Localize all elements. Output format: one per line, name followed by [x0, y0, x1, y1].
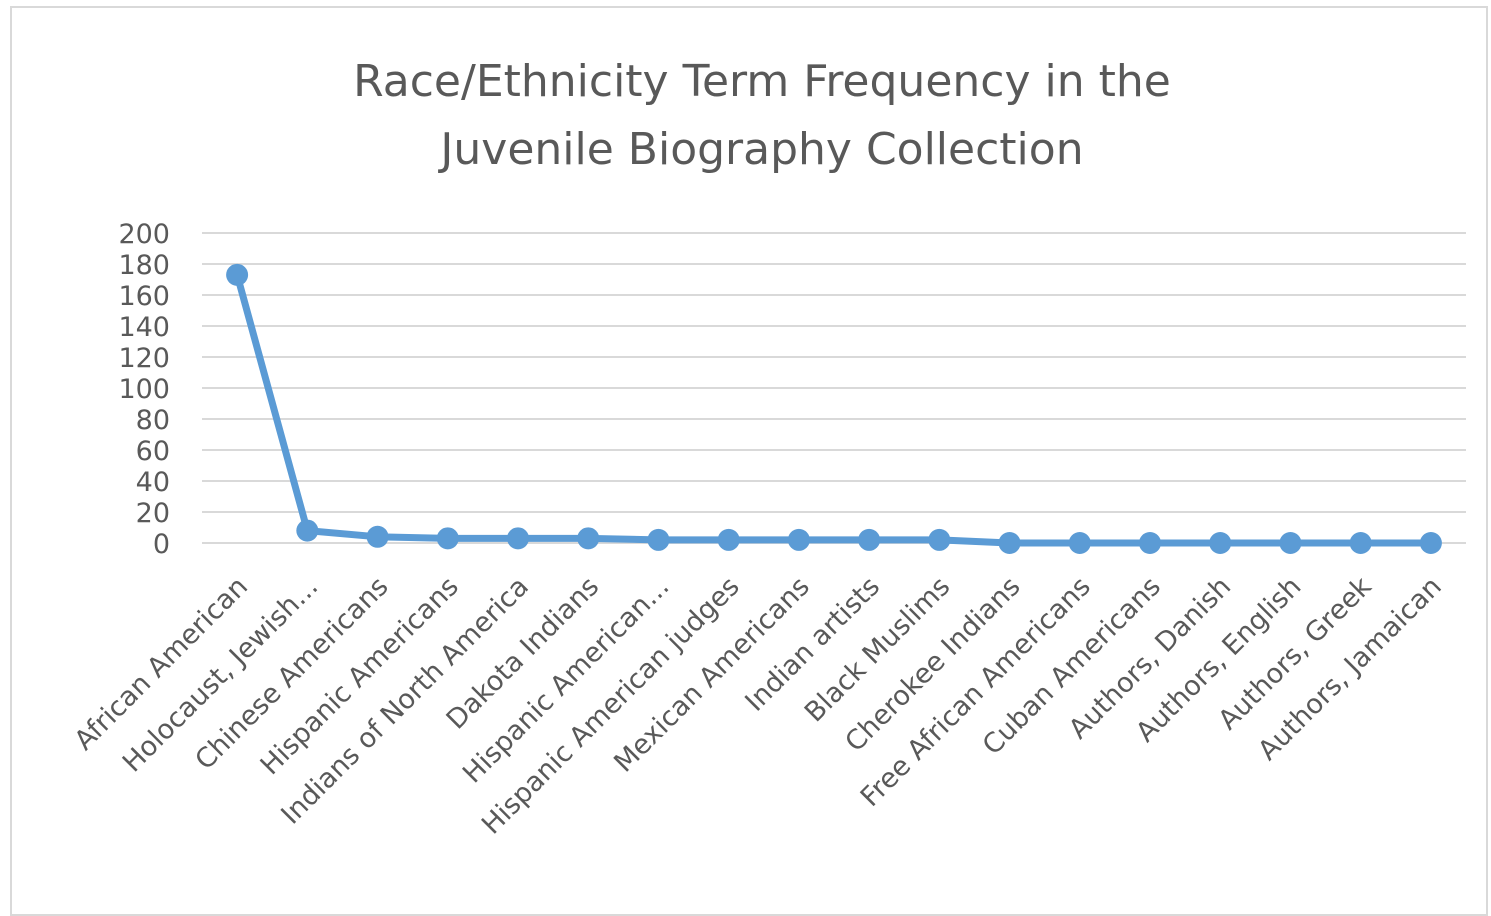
gridlines: [202, 232, 1466, 544]
series-polyline: [233, 271, 1435, 547]
y-tick-label: 0: [153, 529, 170, 560]
series-line: [233, 271, 1435, 547]
data-point: [787, 528, 810, 551]
y-tick-label: 20: [136, 498, 170, 529]
data-point: [1068, 532, 1091, 554]
data-point: [296, 519, 319, 542]
data-point: [1279, 532, 1302, 554]
data-point: [507, 527, 529, 550]
y-tick-label: 80: [136, 405, 170, 436]
y-tick-label: 140: [118, 312, 170, 343]
data-point: [436, 527, 459, 550]
chart-frame: [10, 6, 1488, 916]
data-point: [647, 528, 670, 551]
data-point: [1349, 532, 1372, 554]
data-point: [1139, 532, 1161, 554]
data-point: [226, 263, 249, 286]
data-point: [577, 527, 600, 550]
data-point: [717, 528, 740, 551]
y-tick-label: 60: [136, 436, 170, 467]
y-tick-label: 160: [118, 281, 170, 312]
data-point: [928, 528, 951, 551]
data-point: [858, 528, 881, 551]
data-point: [366, 525, 389, 548]
series-points: [226, 263, 1442, 554]
data-point: [1209, 532, 1232, 554]
y-tick-label: 40: [136, 467, 170, 498]
y-tick-label: 100: [118, 374, 170, 405]
data-point: [998, 532, 1021, 554]
data-point: [1419, 532, 1442, 554]
chart-title-line-1: Race/Ethnicity Term Frequency in the: [353, 56, 1171, 107]
y-tick-label: 200: [118, 219, 170, 250]
y-tick-label: 180: [118, 250, 170, 281]
chart-title: Race/Ethnicity Term Frequency in the Juv…: [353, 56, 1171, 175]
y-tick-label: 120: [118, 343, 170, 374]
chart-title-line-2: Juvenile Biography Collection: [437, 124, 1083, 175]
x-category-label: Hispanic American judges: [476, 571, 746, 841]
